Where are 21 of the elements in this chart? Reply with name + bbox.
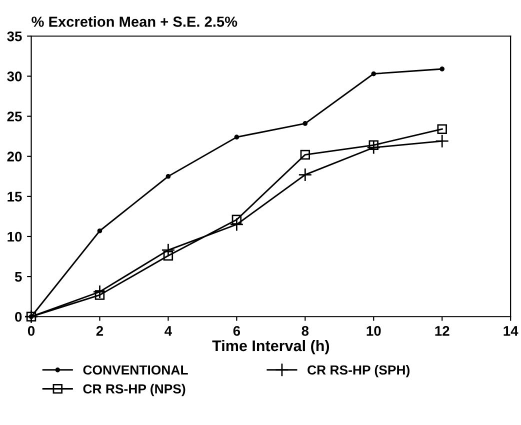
y-tick-label: 10 — [8, 232, 22, 242]
y-tick-label: 20 — [7, 152, 22, 162]
x-tick-label: 14 — [504, 326, 518, 336]
legend-label: CR RS-HP (SPH) — [308, 364, 410, 378]
y-tick-label: 30 — [7, 72, 22, 82]
x-tick-label: 6 — [233, 326, 240, 336]
x-tick-label: 8 — [302, 326, 309, 336]
y-tick-label: 35 — [7, 31, 22, 42]
y-tick-label: 25 — [7, 112, 22, 122]
legend-label: CONVENTIONAL — [83, 365, 188, 375]
x-tick-label: 0 — [28, 326, 35, 336]
y-tick-label: 15 — [8, 192, 22, 202]
x-tick-label: 10 — [366, 326, 381, 336]
x-tick-label: 2 — [96, 326, 104, 336]
x-tick-label: 4 — [164, 326, 172, 336]
chart-title: % Excretion Mean + S.E. 2.5% — [32, 16, 238, 27]
y-tick-label: 0 — [15, 312, 22, 322]
legend-label: CR RS-HP (NPS) — [83, 384, 186, 396]
x-axis-title: Time Interval (h) — [212, 340, 330, 354]
y-tick-label: 5 — [14, 272, 22, 282]
x-tick-label: 12 — [435, 326, 450, 336]
